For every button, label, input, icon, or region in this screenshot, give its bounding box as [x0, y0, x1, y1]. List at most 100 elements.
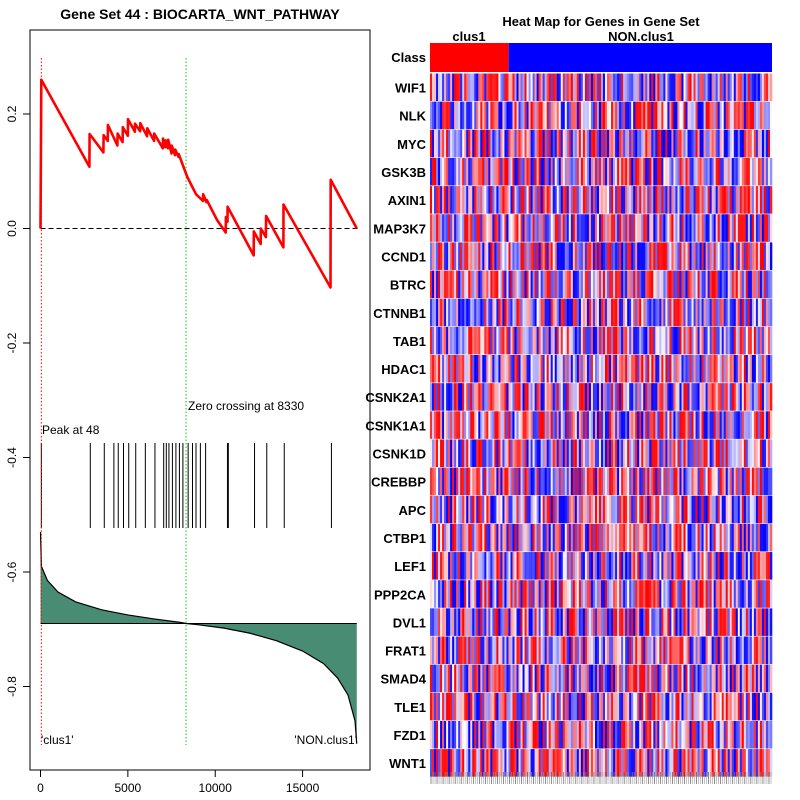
heatmap-cell: [432, 214, 435, 242]
heatmap-cell: [753, 129, 757, 158]
heatmap-cell: [745, 467, 749, 496]
heatmap-cell: [763, 692, 767, 721]
heatmap-cell: [530, 580, 533, 608]
heatmap-cell: [679, 523, 682, 552]
heatmap-cell: [673, 580, 676, 608]
heatmap-cell: [687, 298, 690, 327]
heatmap-cell: [713, 383, 716, 411]
heatmap-cell: [663, 467, 666, 496]
heatmap-cell: [480, 101, 483, 130]
heatmap-cell: [687, 523, 690, 552]
heatmap-cell: [649, 383, 652, 411]
heatmap-cell: [440, 692, 443, 721]
heatmap-cell: [530, 523, 533, 552]
heatmap-cell: [741, 270, 745, 299]
heatmap-cell: [739, 214, 743, 242]
heatmap-cell: [655, 129, 658, 158]
heatmap-cell: [633, 355, 636, 383]
gene-label: TAB1: [393, 334, 426, 349]
heatmap-cell: [486, 749, 489, 777]
heatmap-cell: [709, 749, 712, 777]
heatmap-cell: [733, 242, 737, 270]
heatmap-cell: [570, 242, 574, 270]
heatmap-cell: [502, 129, 505, 158]
heatmap-cell: [607, 270, 610, 299]
heatmap-cell: [548, 467, 551, 496]
heatmap-cell: [669, 664, 672, 693]
heatmap-cell: [484, 523, 487, 552]
heatmap-cell: [560, 580, 564, 608]
heatmap-cell: [448, 580, 451, 608]
heatmap-cell: [733, 608, 737, 636]
heatmap-cell: [532, 383, 535, 411]
heatmap-cell: [687, 326, 690, 355]
heatmap-cell: [540, 242, 543, 270]
heatmap-cell: [639, 186, 642, 214]
heatmap-cell: [663, 186, 666, 214]
heatmap-cell: [512, 439, 515, 467]
heatmap-cell: [564, 580, 568, 608]
heatmap-cell: [460, 242, 463, 270]
heatmap-cell: [460, 552, 463, 580]
heatmap-title: Heat Map for Genes in Gene Set: [502, 14, 700, 29]
heatmap-cell: [474, 608, 477, 636]
heatmap-cell: [528, 467, 531, 496]
heatmap-cell: [661, 214, 664, 242]
heatmap-cell: [434, 552, 437, 580]
heatmap-cell: [520, 608, 523, 636]
heatmap-cell: [546, 411, 549, 439]
heatmap-cell: [584, 495, 588, 524]
heatmap-cell: [639, 523, 642, 552]
heatmap-cell: [665, 186, 668, 214]
heatmap-cell: [637, 129, 640, 158]
heatmap-cell: [701, 157, 704, 186]
heatmap-cell: [687, 580, 690, 608]
heatmap-cell: [757, 664, 761, 693]
heatmap-cell: [697, 411, 700, 439]
heatmap-cell: [536, 495, 539, 524]
heatmap-cell: [613, 298, 616, 327]
heatmap-cell: [651, 129, 654, 158]
heatmap-cell: [733, 720, 737, 749]
heatmap-cell: [767, 73, 771, 102]
heatmap-cell: [635, 129, 638, 158]
heatmap-cell: [659, 749, 662, 777]
heatmap-cell: [695, 242, 698, 270]
heatmap-cell: [436, 692, 439, 721]
heatmap-cell: [769, 664, 773, 693]
heatmap-cell: [554, 636, 558, 665]
heatmap-cell: [478, 383, 481, 411]
heatmap-cell: [538, 523, 541, 552]
heatmap-cell: [727, 636, 731, 665]
heatmap-cell: [454, 439, 457, 467]
heatmap-cell: [464, 523, 467, 552]
heatmap-cell: [765, 355, 769, 383]
heatmap-cell: [691, 580, 694, 608]
heatmap-cell: [697, 439, 700, 467]
heatmap-cell: [601, 326, 604, 355]
heatmap-cell: [564, 636, 568, 665]
heatmap-cell: [472, 523, 475, 552]
heatmap-cell: [717, 129, 720, 158]
heatmap-cell: [446, 186, 449, 214]
heatmap-cell: [709, 298, 712, 327]
heatmap-cell: [520, 186, 523, 214]
heatmap-cell: [548, 720, 551, 749]
heatmap-cell: [564, 467, 568, 496]
heatmap-cell: [444, 214, 447, 242]
heatmap-cell: [663, 523, 666, 552]
ranked-metric-curve: [39, 531, 358, 744]
heatmap-cell: [645, 692, 648, 721]
heatmap-cell: [717, 73, 720, 102]
heatmap-cell: [685, 186, 688, 214]
heatmap-cell: [586, 355, 590, 383]
heatmap-cell: [480, 439, 483, 467]
heatmap-cell: [576, 242, 580, 270]
heatmap-cell: [478, 608, 481, 636]
heatmap-cell: [731, 73, 735, 102]
heatmap-cell: [703, 467, 706, 496]
heatmap-cell: [588, 355, 592, 383]
heatmap-row: [430, 298, 773, 327]
heatmap-cell: [739, 692, 743, 721]
heatmap-cell: [761, 355, 765, 383]
